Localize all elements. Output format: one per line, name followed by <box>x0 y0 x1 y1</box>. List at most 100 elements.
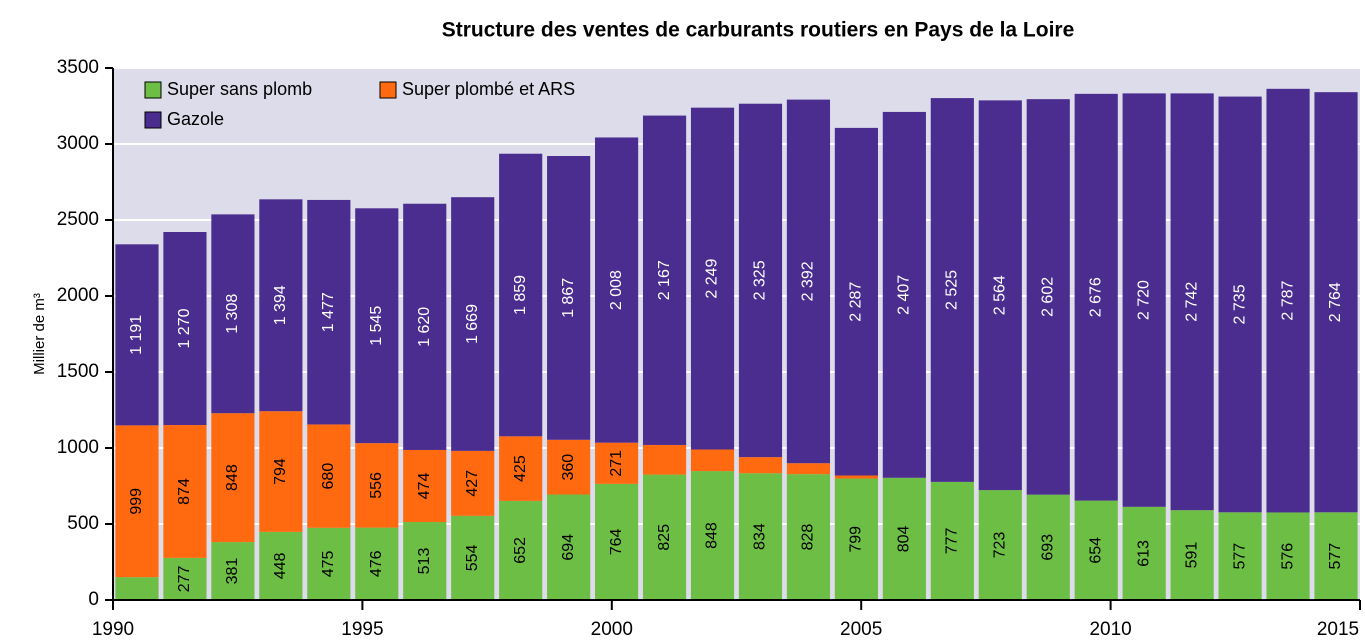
bar-segment <box>834 478 878 600</box>
bar-segment <box>259 411 303 532</box>
x-tick-label: 2015 <box>1317 619 1359 640</box>
data-label: 1 867 <box>560 278 577 318</box>
data-label: 654 <box>1087 537 1104 564</box>
data-label: 799 <box>848 526 865 553</box>
data-label: 475 <box>320 550 337 577</box>
data-label: 828 <box>800 524 817 551</box>
bar-segment <box>403 449 447 523</box>
data-label: 513 <box>416 548 433 575</box>
data-label: 2 676 <box>1087 277 1104 317</box>
bar-segment <box>978 490 1022 600</box>
bar-segment <box>690 449 735 472</box>
data-label: 576 <box>1279 543 1296 570</box>
bar-segment <box>1314 92 1358 513</box>
bar-segment <box>451 515 495 600</box>
data-label: 476 <box>368 550 385 577</box>
y-tick-label: 500 <box>67 513 99 534</box>
data-label: 1 545 <box>368 306 385 346</box>
bar-segment <box>115 425 159 578</box>
bar-segment <box>1122 93 1166 507</box>
data-label: 2 249 <box>704 258 721 298</box>
data-label: 1 394 <box>272 285 289 325</box>
bar-segment <box>163 425 207 558</box>
data-label: 1 477 <box>320 292 337 332</box>
data-label: 448 <box>272 553 289 580</box>
data-label: 2 392 <box>800 261 817 301</box>
bar-segment <box>930 98 974 482</box>
bar-segment <box>882 477 926 600</box>
bar-segment <box>642 444 687 475</box>
data-label: 694 <box>560 534 577 561</box>
bar-segment <box>259 531 303 600</box>
bar-segment <box>642 474 687 600</box>
bar-segment <box>786 463 831 475</box>
bar-segment <box>786 99 831 464</box>
chart-title: Structure des ventes de carburants routi… <box>442 19 1075 42</box>
bar-segment <box>1026 99 1070 495</box>
data-label: 271 <box>608 450 625 477</box>
y-tick-label: 1000 <box>57 437 99 458</box>
data-label: 1 669 <box>464 304 481 344</box>
bar-segment <box>451 450 495 516</box>
data-label: 2 564 <box>992 275 1009 315</box>
bar-segment <box>355 208 399 444</box>
data-label: 825 <box>656 524 673 551</box>
data-label: 1 308 <box>224 294 241 334</box>
legend-swatch <box>144 81 162 99</box>
y-axis-label: Millier de m³ <box>31 293 48 375</box>
bar-segment <box>1314 512 1358 600</box>
data-label: 613 <box>1135 540 1152 567</box>
bar-segment <box>403 522 447 600</box>
bar-segment <box>211 214 255 414</box>
bar-segment <box>451 197 495 451</box>
data-label: 2 407 <box>896 275 913 315</box>
y-tick-label: 1500 <box>57 361 99 382</box>
bar-segment <box>163 232 207 426</box>
bar-segment <box>1170 93 1214 511</box>
bar-segment <box>499 436 543 501</box>
data-label: 427 <box>464 470 481 497</box>
bar-segment <box>595 137 639 443</box>
bar-segment <box>1026 494 1070 600</box>
bar-segment <box>930 481 974 600</box>
y-tick-label: 2000 <box>57 285 99 306</box>
x-tick-label: 2005 <box>840 619 882 640</box>
bar-segment <box>307 199 351 425</box>
bar-segment <box>307 527 351 600</box>
bar-segment <box>1218 96 1262 513</box>
bar-segment <box>499 153 543 437</box>
bar-segment <box>834 127 878 476</box>
bar-segment <box>547 439 591 495</box>
y-tick-label: 3000 <box>57 133 99 154</box>
data-label: 680 <box>320 463 337 490</box>
data-label: 723 <box>992 532 1009 559</box>
bar-segment <box>115 244 159 426</box>
bar-segment <box>547 156 591 440</box>
data-label: 1 859 <box>512 275 529 315</box>
bar-segment <box>1074 93 1118 501</box>
bar-segment <box>882 111 926 478</box>
bar-segment <box>403 203 447 450</box>
y-tick-label: 2500 <box>57 209 99 230</box>
bar-segment <box>499 500 543 600</box>
legend-swatch <box>144 111 162 129</box>
bar-segment <box>738 103 783 458</box>
data-label: 652 <box>512 537 529 564</box>
bar-segment <box>547 494 591 600</box>
data-label: 2 720 <box>1135 280 1152 320</box>
data-label: 360 <box>560 454 577 481</box>
bar-segment <box>1122 506 1166 600</box>
legend-label: Super sans plomb <box>167 79 312 99</box>
data-label: 554 <box>464 544 481 571</box>
bar-segment <box>1266 512 1310 600</box>
bar-segment <box>1218 512 1262 600</box>
bar-segment <box>163 557 207 600</box>
bar-segment <box>978 100 1022 491</box>
x-tick-label: 2010 <box>1089 619 1131 640</box>
bar-segment <box>259 199 303 412</box>
bar-segment <box>786 474 831 600</box>
data-label: 2 742 <box>1183 282 1200 322</box>
bar-segment <box>595 442 639 484</box>
data-label: 2 008 <box>608 270 625 310</box>
